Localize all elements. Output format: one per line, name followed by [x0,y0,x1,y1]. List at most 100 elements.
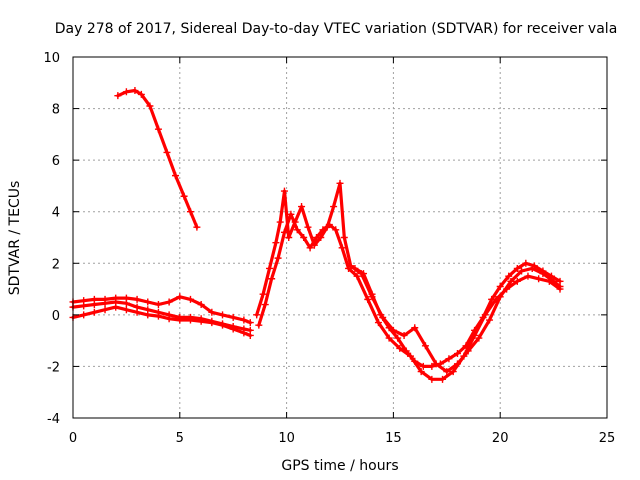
series-track-1 [114,87,201,231]
data-point [255,321,263,329]
data-point [272,239,280,247]
data-point [313,234,321,241]
data-point [285,234,293,241]
data-point [186,316,194,324]
data-point [428,362,436,370]
data-point [165,298,173,306]
data-point [411,357,419,365]
data-point [80,302,88,310]
data-point [505,272,513,280]
y-tick-label: 10 [43,51,60,66]
data-point [364,295,372,303]
data-point [154,312,162,320]
data-point [419,362,427,370]
data-point [345,264,353,272]
data-point [443,368,451,376]
data-point [385,324,393,332]
data-point [229,313,237,321]
data-point [445,355,453,363]
series-line [71,305,252,338]
data-point [513,277,521,285]
data-point [479,313,487,321]
data-point [374,319,382,327]
data-point [400,331,408,339]
y-tick-label: 2 [52,257,60,272]
data-point [186,208,194,216]
data-point [268,275,276,283]
data-point [253,311,261,319]
data-point [421,342,429,350]
data-point [377,311,385,319]
data-point [545,277,553,285]
x-tick-label: 5 [176,431,184,446]
data-point [246,319,254,327]
y-tick-label: 6 [52,154,60,169]
data-point [535,275,543,283]
data-point [266,264,274,272]
series-line [116,88,199,229]
data-point [208,319,216,327]
data-point [80,311,88,319]
data-point [325,221,333,229]
data-point [522,259,530,267]
y-tick-label: 4 [52,206,60,221]
series-track-2 [69,293,254,327]
data-point [319,226,327,234]
data-point [114,92,122,100]
data-point [336,179,344,187]
axes: 0 5 10 15 20 25 -4 -2 0 2 4 6 8 10 [43,51,615,446]
data-point [475,334,483,342]
data-point [359,270,367,278]
data-point [101,306,109,314]
data-point [402,347,410,355]
data-point [163,148,171,156]
data-point [436,360,444,368]
data-point [486,316,494,324]
x-tick-label: 10 [278,431,295,446]
data-point [368,290,376,298]
data-point [453,350,461,358]
data-point [439,375,447,383]
data-point [122,306,130,314]
data-point [122,299,130,307]
chart-title: Day 278 of 2017, Sidereal Day-to-day VTE… [55,21,618,37]
data-point [428,375,436,383]
data-point [137,90,145,98]
y-tick-label: -2 [47,360,60,375]
data-point [112,303,120,311]
data-point [385,334,393,342]
data-point [274,254,282,262]
data-point [197,301,205,309]
data-point [240,316,248,324]
data-point [259,290,267,298]
data-point [101,299,109,307]
data-point [172,172,180,180]
data-point [298,203,306,211]
data-point [338,244,346,252]
data-point [449,368,457,376]
data-point [90,301,98,309]
data-point [287,210,295,218]
data-point [330,203,338,211]
data-point [417,368,425,376]
x-tick-label: 0 [69,431,77,446]
data-point [146,102,154,110]
data-point [460,352,468,360]
y-tick-label: 0 [52,309,60,324]
y-tick-label: 8 [52,103,60,118]
data-point [246,331,254,339]
series-track-7 [351,259,564,370]
x-tick-label: 20 [492,431,509,446]
data-point [276,218,284,226]
data-point [353,272,361,280]
data-point [193,223,201,231]
data-point [547,272,555,280]
data-point [513,264,521,272]
data-point [471,326,479,334]
data-point [300,234,308,241]
plot-frame [72,56,608,419]
data-point [539,267,547,275]
data-point [176,316,184,324]
